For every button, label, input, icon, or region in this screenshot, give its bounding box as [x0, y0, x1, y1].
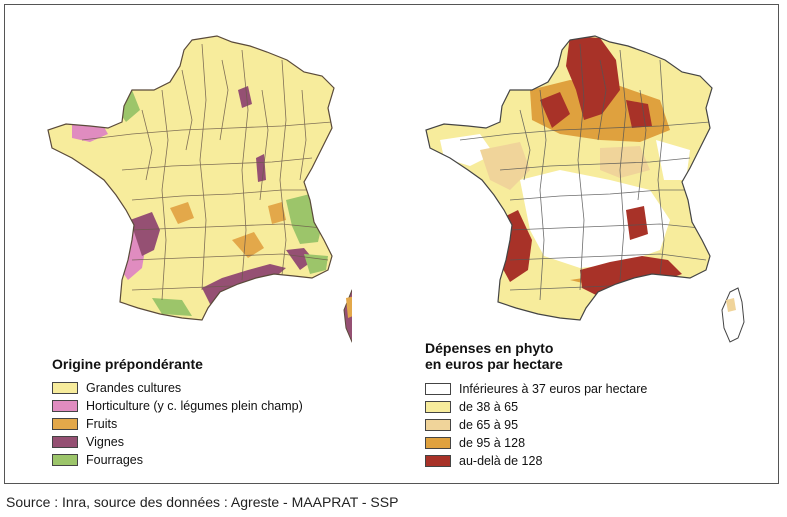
legend-swatch-65-95	[425, 419, 451, 431]
legend-item: de 65 à 95	[425, 416, 647, 434]
legend-item: Inférieures à 37 euros par hectare	[425, 380, 647, 398]
left-legend-title: Origine prépondérante	[52, 356, 203, 372]
legend-item: Vignes	[52, 433, 303, 451]
legend-swatch-under-37	[425, 383, 451, 395]
legend-label: Fruits	[86, 417, 118, 431]
legend-label: Fourrages	[86, 453, 143, 467]
right-france-map	[425, 35, 745, 343]
legend-item: Fruits	[52, 415, 303, 433]
legend-swatch-38-65	[425, 401, 451, 413]
legend-label: Vignes	[86, 435, 124, 449]
source-caption: Source : Inra, source des données : Agre…	[6, 494, 399, 510]
legend-label: Inférieures à 37 euros par hectare	[459, 382, 648, 396]
legend-item: de 95 à 128	[425, 434, 647, 452]
legend-label: de 65 à 95	[459, 418, 519, 432]
legend-item: Fourrages	[52, 451, 303, 469]
legend-swatch-horticulture	[52, 400, 78, 412]
legend-swatch-fourrages	[52, 454, 78, 466]
left-france-map	[47, 35, 352, 343]
legend-swatch-over-128	[425, 455, 451, 467]
right-legend-title: Dépenses en phyto en euros par hectare	[425, 340, 563, 372]
legend-label: de 38 à 65	[459, 400, 519, 414]
legend-label: au-delà de 128	[459, 454, 543, 468]
legend-label: Horticulture (y c. légumes plein champ)	[86, 399, 303, 413]
legend-label: de 95 à 128	[459, 436, 526, 450]
legend-swatch-grandes-cultures	[52, 382, 78, 394]
legend-item: de 38 à 65	[425, 398, 647, 416]
legend-item: Horticulture (y c. légumes plein champ)	[52, 397, 303, 415]
right-legend: Inférieures à 37 euros par hectare de 38…	[425, 380, 647, 470]
legend-item: Grandes cultures	[52, 379, 303, 397]
right-legend-title-line1: Dépenses en phyto	[425, 340, 554, 356]
legend-item: au-delà de 128	[425, 452, 647, 470]
left-legend: Grandes cultures Horticulture (y c. légu…	[52, 379, 303, 469]
legend-swatch-fruits	[52, 418, 78, 430]
right-legend-title-line2: en euros par hectare	[425, 356, 563, 372]
legend-swatch-vignes	[52, 436, 78, 448]
legend-swatch-95-128	[425, 437, 451, 449]
legend-label: Grandes cultures	[86, 381, 182, 395]
